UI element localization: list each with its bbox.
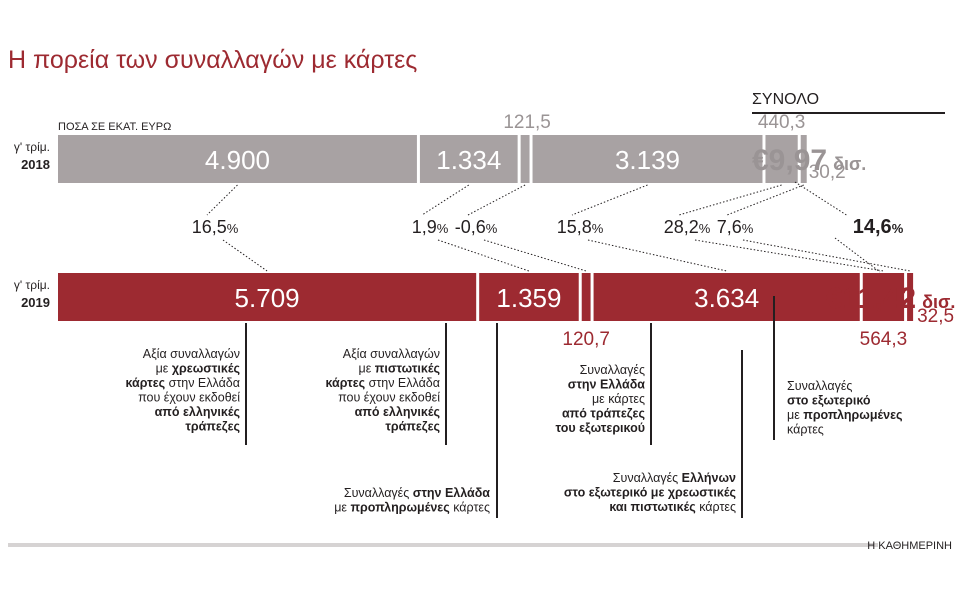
connector-upper-3 bbox=[467, 184, 526, 216]
category-caption-1-line-4: που έχουν εκδοθεί bbox=[138, 391, 240, 405]
category-caption-5-line-1: Συναλλαγές Ελλήνων bbox=[613, 471, 736, 485]
bar-segment-2018-5 bbox=[765, 135, 798, 183]
change-label-6: 7,6% bbox=[717, 217, 754, 237]
bar-segment-2019-4 bbox=[593, 273, 860, 321]
chart-title: Η πορεία των συναλλαγών με κάρτες bbox=[8, 46, 417, 74]
total-2019: €11,42 δισ. bbox=[826, 282, 955, 315]
value-label-2019-6: 32,5 bbox=[917, 306, 954, 327]
row-label-2019: γ' τρίμ. bbox=[14, 278, 50, 292]
category-caption-2-line-2: με πιστωτικές bbox=[359, 362, 440, 376]
category-caption-5-line-3: και πιστωτικές κάρτες bbox=[609, 500, 736, 514]
change-label-1: 16,5% bbox=[192, 217, 239, 237]
connector-upper-2 bbox=[421, 184, 470, 216]
category-caption-1-line-2: με χρεωστικές bbox=[156, 362, 240, 376]
category-caption-4-line-5: του εξωτερικού bbox=[555, 421, 645, 435]
totals-header: ΣΥΝΟΛΟ bbox=[752, 91, 819, 108]
bar-segment-2019-5 bbox=[862, 273, 905, 321]
category-caption-5-line-2: στο εξωτερικό με χρεωστικές bbox=[564, 486, 736, 500]
connector-lower-3 bbox=[483, 239, 587, 272]
change-label-3: -0,6% bbox=[455, 217, 498, 237]
connector-upper-4 bbox=[571, 184, 648, 216]
category-caption-1-line-5: από ελληνικές bbox=[155, 405, 240, 419]
category-caption-6-line-1: Συναλλαγές bbox=[787, 379, 852, 393]
category-caption-2-line-6: τράπεζες bbox=[385, 420, 440, 434]
bar-segment-2018-3 bbox=[520, 135, 530, 183]
connector-upper-5 bbox=[678, 184, 782, 216]
change-label-2: 1,9% bbox=[412, 217, 449, 237]
bar-segment-2019-2 bbox=[479, 273, 579, 321]
units-label: ΠΟΣΑ ΣΕ ΕΚΑΤ. ΕΥΡΩ bbox=[58, 121, 171, 133]
value-label-2019-2: 1.359 bbox=[496, 283, 561, 313]
row-year-2019: 2019 bbox=[21, 295, 50, 310]
source-label: Η ΚΑΘΗΜΕΡΙΝΗ bbox=[867, 540, 952, 552]
category-caption-2-line-3: κάρτες στην Ελλάδα bbox=[325, 376, 440, 390]
row-year-2018: 2018 bbox=[21, 157, 50, 172]
value-label-2018-6: 30,2 bbox=[809, 162, 846, 183]
totals-panel: ΣΥΝΟΛΟ bbox=[752, 91, 945, 114]
bar-segment-2019-6 bbox=[907, 273, 914, 321]
value-label-2019-3: 120,7 bbox=[562, 329, 610, 350]
value-label-2018-3: 121,5 bbox=[503, 112, 551, 133]
category-caption-6-line-3: με προπληρωμένες bbox=[787, 408, 903, 422]
value-label-2018-2: 1.334 bbox=[436, 145, 501, 175]
bar-segment-2018-4 bbox=[532, 135, 763, 183]
bar-segment-2019-1 bbox=[58, 273, 477, 321]
value-label-2019-4: 3.634 bbox=[694, 283, 759, 313]
total-change: 14,6% bbox=[853, 216, 904, 238]
value-label-2019-5: 564,3 bbox=[860, 329, 908, 350]
category-caption-4-line-3: με κάρτες bbox=[592, 392, 645, 406]
row-label-2018: γ' τρίμ. bbox=[14, 140, 50, 154]
category-caption-1-line-3: κάρτες στην Ελλάδα bbox=[125, 376, 240, 390]
category-caption-6-line-2: στο εξωτερικό bbox=[787, 394, 871, 408]
connector-lower-6 bbox=[742, 239, 911, 272]
connector-upper-1 bbox=[206, 184, 238, 216]
bar-segment-2018-2 bbox=[419, 135, 518, 183]
value-label-2018-4: 3.139 bbox=[615, 145, 680, 175]
change-label-4: 15,8% bbox=[557, 217, 604, 237]
value-label-2019-1: 5.709 bbox=[235, 283, 300, 313]
connector-lower-1 bbox=[222, 239, 268, 272]
connector-upper-6 bbox=[726, 184, 804, 216]
category-caption-6-line-4: κάρτες bbox=[787, 423, 824, 437]
labels-layer: γ' τρίμ. 2018 γ' τρίμ. 2019 4.900 1.334 3.139 5… bbox=[14, 112, 955, 350]
category-caption-2-line-1: Αξία συναλλαγών bbox=[343, 347, 440, 361]
total-2018: €9,97 δισ. bbox=[752, 144, 866, 177]
category-caption-4-line-1: Συναλλαγές bbox=[580, 363, 645, 377]
category-caption-2-line-5: από ελληνικές bbox=[355, 405, 440, 419]
category-caption-4-line-4: από τράπεζες bbox=[562, 407, 645, 421]
category-caption-4-line-2: στην Ελλάδα bbox=[568, 378, 646, 392]
connector-lower-5 bbox=[694, 239, 884, 272]
total-connector-upper bbox=[794, 181, 849, 217]
bar-segment-2018-1 bbox=[58, 135, 417, 183]
connector-lower-2 bbox=[437, 239, 530, 272]
connectors-layer bbox=[206, 181, 911, 518]
category-caption-2-line-4: που έχουν εκδοθεί bbox=[338, 391, 440, 405]
value-label-2018-5: 440,3 bbox=[758, 112, 806, 133]
category-caption-1-line-6: τράπεζες bbox=[185, 420, 240, 434]
change-label-5: 28,2% bbox=[664, 217, 711, 237]
total-connector-lower bbox=[834, 237, 881, 273]
bars-layer bbox=[58, 135, 914, 321]
category-caption-3-line-1: Συναλλαγές στην Ελλάδα bbox=[344, 486, 490, 500]
connector-lower-4 bbox=[587, 239, 727, 272]
value-label-2018-1: 4.900 bbox=[205, 145, 270, 175]
category-caption-3-line-2: με προπληρωμένες κάρτες bbox=[334, 501, 490, 515]
bar-segment-2019-3 bbox=[581, 273, 591, 321]
category-caption-1-line-1: Αξία συναλλαγών bbox=[143, 347, 240, 361]
bar-segment-2018-6 bbox=[800, 135, 807, 183]
